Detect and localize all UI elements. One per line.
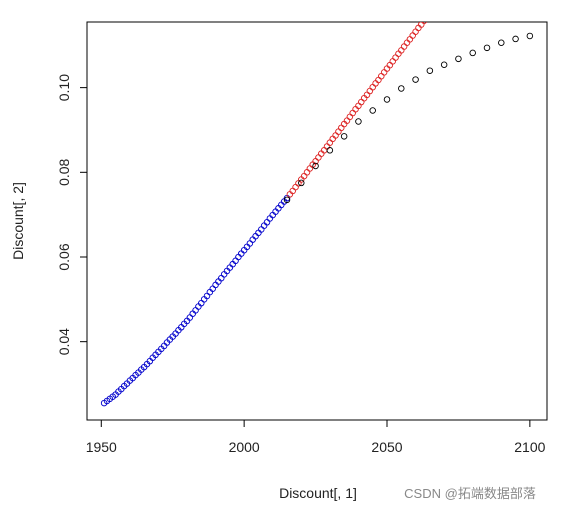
point: [355, 118, 362, 125]
point: [358, 98, 365, 106]
y-tick-label: 0.04: [56, 328, 72, 355]
point: [303, 169, 311, 176]
point: [315, 154, 322, 161]
point: [409, 32, 416, 39]
point: [426, 67, 434, 74]
point: [400, 43, 408, 50]
x-tick-label: 2000: [229, 439, 260, 455]
point: [392, 54, 399, 61]
point: [340, 133, 348, 140]
y-tick-label: 0.06: [56, 243, 72, 270]
watermark: CSDN @拓端数据部落: [404, 486, 536, 501]
y-axis-label: Discount[, 2]: [10, 182, 26, 260]
point: [389, 58, 396, 65]
point: [349, 109, 356, 117]
points-layer: [100, 22, 534, 407]
point: [369, 107, 376, 114]
point: [346, 113, 354, 121]
point: [412, 76, 419, 83]
point: [469, 49, 476, 57]
point: [292, 183, 299, 191]
point: [398, 85, 405, 92]
point: [455, 55, 462, 63]
point: [380, 69, 388, 76]
point: [326, 147, 334, 154]
point: [378, 72, 385, 80]
point: [498, 39, 505, 46]
point: [312, 162, 319, 170]
y-tick-label: 0.10: [56, 74, 72, 101]
point: [323, 143, 331, 150]
point: [326, 139, 334, 146]
x-tick-label: 1950: [86, 439, 117, 455]
point: [383, 96, 391, 103]
point: [512, 35, 519, 43]
x-tick-label: 2100: [514, 439, 545, 455]
point: [366, 87, 374, 95]
x-tick-label: 2050: [371, 439, 402, 455]
point: [335, 128, 342, 135]
point: [412, 28, 419, 35]
point: [418, 22, 425, 28]
x-axis-label: Discount[, 1]: [279, 485, 357, 501]
point: [306, 165, 314, 172]
point: [338, 124, 345, 132]
plot-box: [86, 21, 548, 421]
point: [298, 179, 305, 187]
y-tick-label: 0.08: [56, 158, 72, 185]
point: [440, 61, 448, 69]
point: [283, 196, 291, 204]
point: [369, 83, 376, 91]
point: [526, 32, 534, 40]
point: [483, 44, 491, 52]
point: [421, 22, 428, 24]
